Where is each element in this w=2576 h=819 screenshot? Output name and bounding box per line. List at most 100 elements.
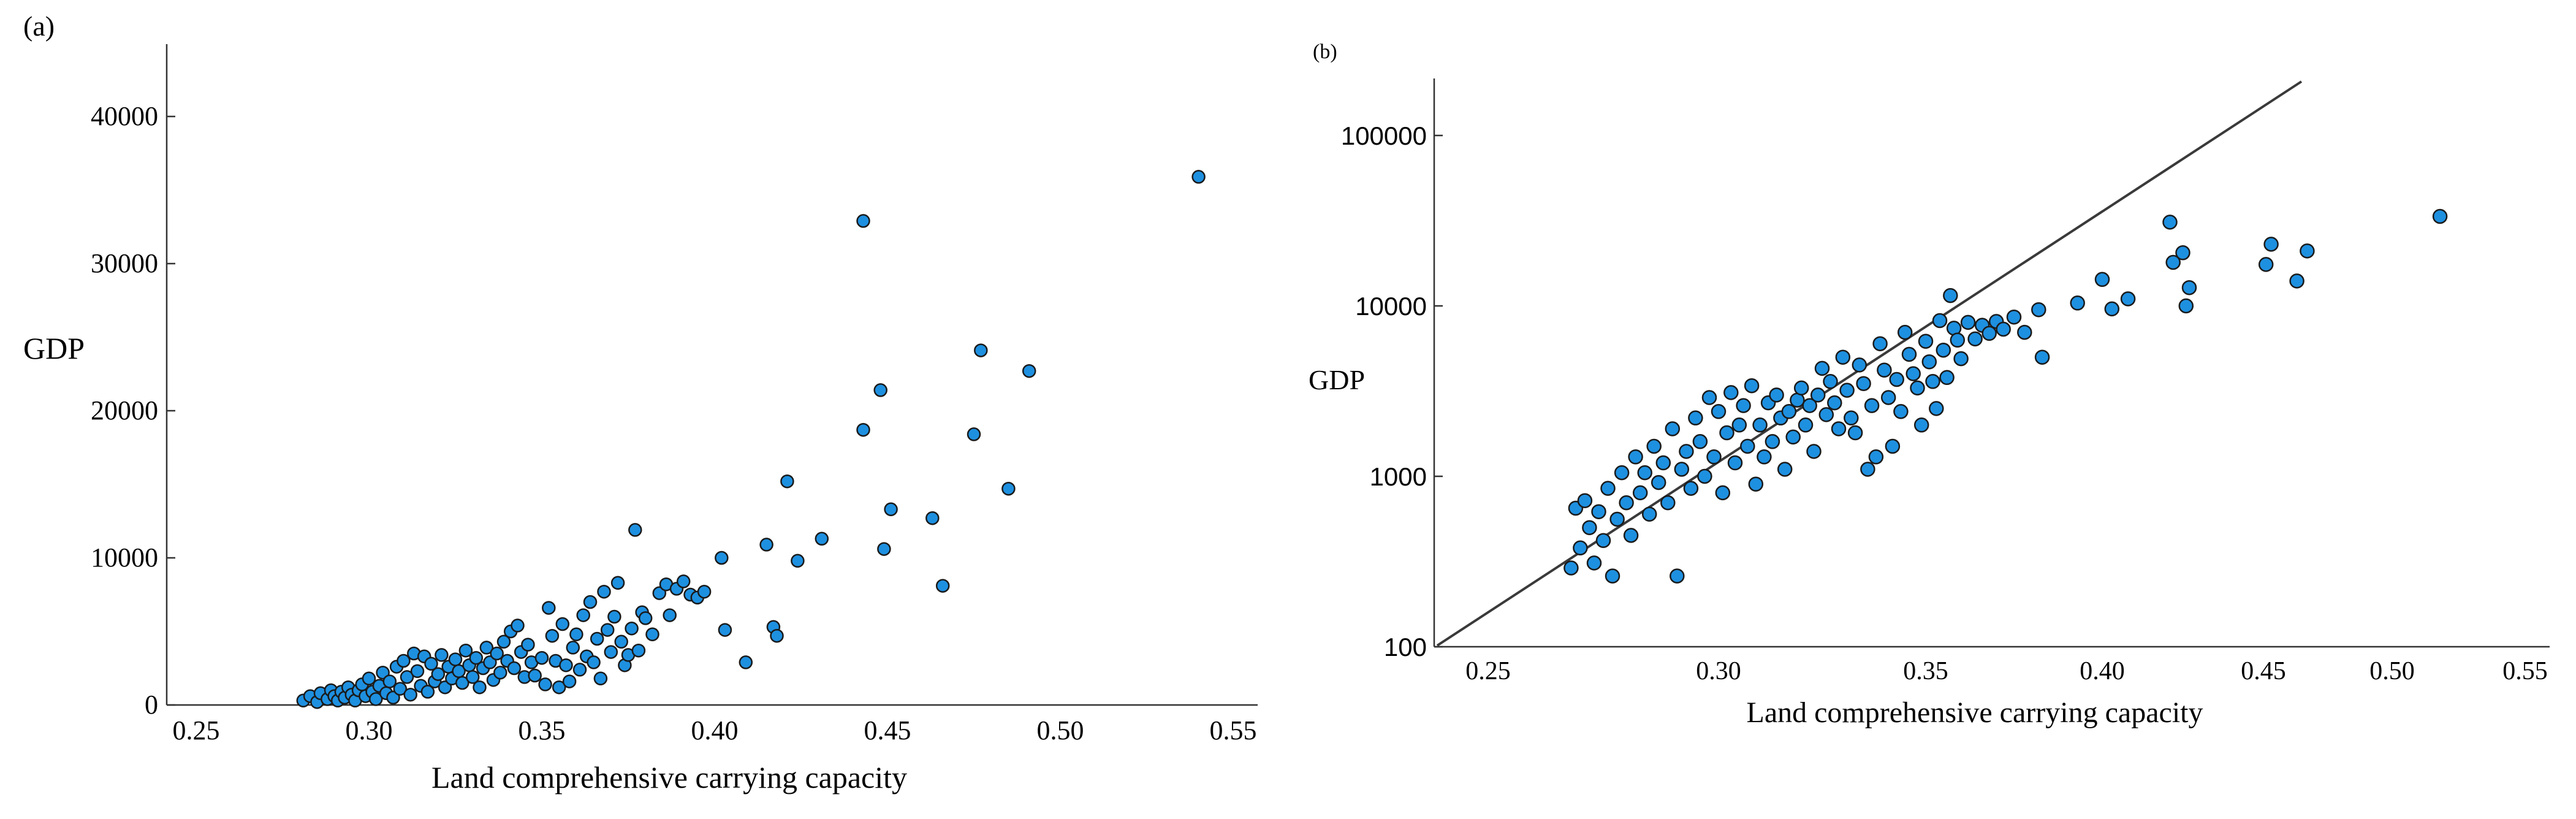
panel-a-point: [628, 523, 642, 537]
panel-b-point: [1880, 390, 1896, 405]
panel-a-y-axis-title: GDP: [23, 331, 85, 365]
panel-a-point: [369, 692, 383, 706]
panel-a-point: [967, 427, 981, 441]
panel-b-point: [2034, 349, 2050, 365]
panel-a-point: [815, 531, 829, 546]
panel-a-point: [542, 601, 556, 615]
panel-a-point: [458, 643, 473, 658]
panel-b-point: [1953, 351, 1969, 367]
panel-b-point: [1727, 455, 1743, 471]
panel-b-point: [1802, 398, 1817, 413]
panel-b-point: [1706, 449, 1722, 465]
panel-a-point: [569, 627, 583, 642]
panel-a-point: [856, 422, 870, 437]
panel-b-point: [1960, 314, 1976, 330]
panel-b-point: [1582, 520, 1597, 535]
panel-b-point: [1591, 504, 1606, 519]
panel-a-point: [562, 674, 577, 688]
panel-a-point: [884, 502, 898, 517]
panel-b-x-tick-label: 0.50: [2369, 657, 2415, 685]
panel-b-point: [1781, 404, 1797, 419]
panel-b-point: [1715, 485, 1731, 501]
panel-a-point: [431, 667, 446, 681]
panel-a-x-tick-label: 0.55: [1210, 715, 1257, 745]
panel-b-point: [1711, 404, 1727, 419]
panel-b-point: [2031, 302, 2046, 318]
panel-a-point: [469, 650, 484, 665]
panel-b-point: [1996, 321, 2011, 337]
panel-a-y-tick-label: 10000: [91, 543, 158, 573]
panel-b-point: [2181, 280, 2197, 295]
panel-a-point: [597, 584, 611, 599]
panel-a-point: [925, 511, 940, 525]
panel-a-point: [759, 538, 773, 552]
panel-b-point: [1697, 468, 1712, 484]
panel-b-point: [1921, 354, 1937, 370]
panel-a-x-tick-label: 0.40: [691, 715, 739, 745]
panel-b-point: [1814, 360, 1830, 376]
panel-b-point: [2070, 295, 2085, 311]
panel-b-point: [1573, 540, 1588, 556]
panel-a-point: [780, 474, 794, 489]
panel-b-point: [1885, 438, 1901, 454]
panel-a-point: [438, 680, 452, 695]
panel-b-point: [1563, 560, 1579, 576]
panel-b-point: [1839, 383, 1855, 398]
panel-b-x-tick-label: 0.25: [1465, 657, 1511, 685]
panel-b-point: [1637, 465, 1652, 481]
panel-b-point: [2017, 324, 2032, 340]
panel-b-point: [1810, 387, 1826, 403]
panel-b-point: [1856, 376, 1871, 391]
panel-a-point: [770, 628, 784, 643]
panel-b-point: [1646, 438, 1662, 454]
panel-b-point: [1905, 366, 1921, 381]
panel-a-point: [593, 671, 608, 686]
panel-a-point: [410, 664, 425, 679]
panel-b-points: [1563, 208, 2448, 584]
panel-a-point: [638, 611, 653, 625]
panel-b-point: [1943, 288, 1958, 303]
panel-b-point: [1936, 342, 1951, 358]
panel-b-point: [1651, 474, 1666, 490]
panel-a-point: [739, 655, 753, 669]
panel-b-point: [1868, 449, 1884, 465]
panel-b-point: [1632, 485, 1648, 501]
panel-b-point: [1860, 462, 1875, 477]
panel-a-point: [448, 652, 463, 666]
panel-a-point: [590, 631, 604, 646]
panel-a-point: [856, 214, 870, 228]
panel-a-point: [559, 658, 573, 672]
panel-a-point: [397, 653, 411, 668]
panel-a-point: [507, 661, 522, 676]
panel-b-point: [2120, 291, 2136, 307]
panel-b-point: [2300, 243, 2315, 259]
panel-a-y-tick-label: 0: [145, 690, 158, 720]
panel-b-point: [2175, 245, 2190, 261]
panel-b-point: [1744, 378, 1760, 394]
panel-b-point: [1823, 374, 1838, 389]
panel-b-point: [1679, 444, 1694, 459]
panel-a-x-tick-label: 0.50: [1037, 715, 1084, 745]
panel-b-point: [2165, 254, 2181, 270]
panel-b-point: [1913, 417, 1929, 433]
panel-b-label: (b): [1313, 40, 1337, 63]
panel-b-point: [1600, 481, 1616, 496]
panel-b-point: [1628, 449, 1643, 465]
panel-a-point: [715, 550, 729, 565]
panel-b-x-ticks: 0.25 0.30 0.35 0.40 0.45 0.50 0.55: [1465, 657, 2548, 685]
panel-b-point: [1852, 357, 1867, 373]
panel-b-point: [1918, 333, 1934, 349]
panel-b-point: [1806, 444, 1822, 459]
panel-a-point: [663, 608, 677, 622]
panel-b-point: [1950, 332, 1966, 348]
panel-b-point: [2104, 301, 2120, 317]
panel-a-point: [362, 671, 376, 686]
panel-b-point: [1967, 331, 1983, 347]
panel-b-point: [1981, 326, 1997, 341]
panel-a-point: [545, 628, 560, 643]
panel-a-point: [493, 665, 507, 680]
panel-a-point: [718, 623, 732, 637]
